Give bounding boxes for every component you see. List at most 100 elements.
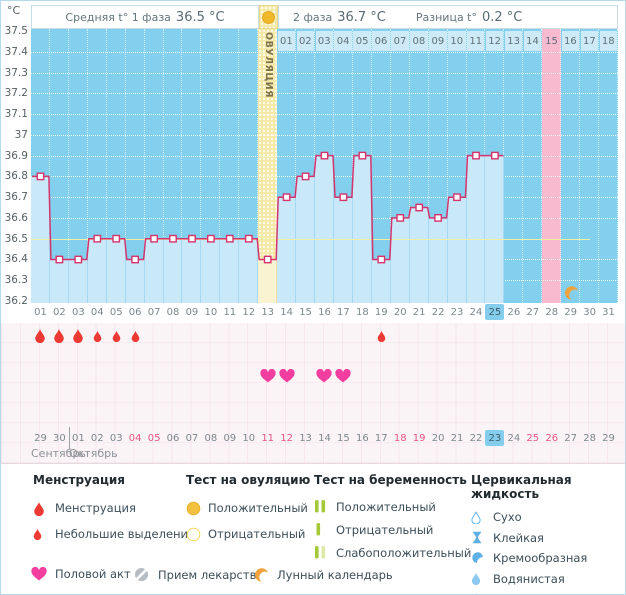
cycle-day-cell[interactable]: 15 xyxy=(299,306,312,318)
cycle-day-cell[interactable]: 28 xyxy=(545,306,559,318)
cycle-day-cell[interactable]: 07 xyxy=(147,306,161,318)
cycle-day-cell[interactable]: 08 xyxy=(166,306,180,318)
cycle-day-cell[interactable]: 23 xyxy=(450,306,464,318)
chart-day-column[interactable] xyxy=(523,29,543,303)
dpo-day-cell[interactable]: 07 xyxy=(391,31,409,51)
dpo-day-cell[interactable]: 11 xyxy=(467,31,485,51)
cycle-day-cell[interactable]: 09 xyxy=(185,306,199,318)
cycle-day-cell[interactable]: 03 xyxy=(71,306,85,318)
dpo-day-cell[interactable]: 02 xyxy=(296,31,315,51)
dpo-day-cell[interactable]: 09 xyxy=(429,31,447,51)
temperature-plot[interactable]: ОВУЛЯЦИЯ 01 02 03 04 05 06 07 08 09 10 11 12 13 14 15 16… xyxy=(31,29,618,303)
calendar-date-cell[interactable]: 10 xyxy=(242,432,256,444)
dpo-day-cell[interactable]: 04 xyxy=(334,31,352,51)
cycle-day-cell[interactable]: 10 xyxy=(204,306,218,318)
calendar-date-cell[interactable]: 06 xyxy=(166,432,180,444)
chart-day-column[interactable] xyxy=(580,29,600,303)
cycle-day-cell[interactable]: 26 xyxy=(507,306,521,318)
gridline xyxy=(31,114,618,116)
cycle-day-cell[interactable]: 13 xyxy=(261,306,275,318)
cycle-day-cell[interactable]: 25 xyxy=(485,304,505,320)
calendar-date-cell[interactable]: 11 xyxy=(261,432,275,444)
cycle-day-cell[interactable]: 30 xyxy=(583,306,596,318)
chart-day-column[interactable] xyxy=(542,29,562,303)
calendar-date-cell[interactable]: 02 xyxy=(90,432,104,444)
chart-day-column[interactable] xyxy=(599,29,618,303)
cycle-day-cell[interactable]: 06 xyxy=(128,306,142,318)
calendar-date-cell[interactable]: 05 xyxy=(147,432,161,444)
cycle-day-cell[interactable]: 04 xyxy=(90,306,104,318)
dpo-day-cell[interactable]: 15 xyxy=(542,31,561,51)
calendar-date-cell[interactable]: 26 xyxy=(545,432,559,444)
calendar-date-cell[interactable]: 23 xyxy=(485,430,505,446)
y-axis-tick: 37.1 xyxy=(4,108,28,121)
calendar-date-cell[interactable]: 29 xyxy=(34,432,47,444)
calendar-date-cell[interactable]: 12 xyxy=(280,432,293,444)
dpo-day-cell[interactable]: 03 xyxy=(315,31,333,51)
calendar-date-cell[interactable]: 03 xyxy=(109,432,123,444)
cycle-day-cell[interactable]: 27 xyxy=(526,306,540,318)
cycle-day-cell[interactable]: 17 xyxy=(337,306,350,318)
calendar-date-cell[interactable]: 08 xyxy=(204,432,218,444)
calendar-date-cell[interactable]: 17 xyxy=(374,432,388,444)
cycle-day-cell[interactable]: 21 xyxy=(412,306,426,318)
cycle-day-cell[interactable]: 01 xyxy=(34,306,47,318)
dpo-day-cell[interactable]: 17 xyxy=(580,31,599,51)
calendar-date-cell[interactable]: 30 xyxy=(53,432,66,444)
cycle-day-cell[interactable]: 16 xyxy=(318,306,331,318)
dpo-day-cell[interactable]: 12 xyxy=(485,31,504,51)
legend-item: Яичный белок xyxy=(471,589,625,594)
cycle-day-cell[interactable]: 12 xyxy=(242,306,256,318)
calendar-date-cell[interactable]: 04 xyxy=(128,432,142,444)
chart-day-column[interactable] xyxy=(561,29,581,303)
calendar-date-cell[interactable]: 22 xyxy=(469,432,483,444)
cycle-day-cell[interactable]: 14 xyxy=(280,306,293,318)
cycle-day-cell[interactable]: 05 xyxy=(109,306,123,318)
dpo-day-cell[interactable]: 05 xyxy=(353,31,371,51)
calendar-date-cell[interactable]: 27 xyxy=(564,432,578,444)
calendar-date-cell[interactable]: 16 xyxy=(355,432,369,444)
temperature-fill xyxy=(371,259,391,303)
dpo-day-cell[interactable]: 10 xyxy=(448,31,466,51)
cycle-day-cell[interactable]: 29 xyxy=(564,306,578,318)
calendar-date-cell[interactable]: 24 xyxy=(507,432,521,444)
dpo-day-cell[interactable]: 08 xyxy=(410,31,428,51)
legend-item-label: Кремообразная xyxy=(493,551,588,566)
calendar-date-cell[interactable]: 01 xyxy=(71,432,85,444)
calendar-date-cell[interactable]: 18 xyxy=(393,432,407,444)
calendar-date-cell[interactable]: 21 xyxy=(450,432,464,444)
chart-day-column[interactable] xyxy=(504,29,524,303)
dpo-day-cell[interactable]: 18 xyxy=(599,31,617,51)
calendar-date-cell[interactable]: 20 xyxy=(431,432,445,444)
cycle-day-cell[interactable]: 20 xyxy=(393,306,407,318)
cycle-day-cell[interactable]: 11 xyxy=(223,306,237,318)
legend-column: Тест на овуляцию Положительный Отрицательн… xyxy=(186,473,310,547)
calendar-date-cell[interactable]: 15 xyxy=(337,432,350,444)
cycle-day-cell[interactable]: 19 xyxy=(374,306,388,318)
calendar-date-cell[interactable]: 28 xyxy=(583,432,596,444)
calendar-date-cell[interactable]: 19 xyxy=(412,432,426,444)
calendar-date-cell[interactable]: 09 xyxy=(223,432,237,444)
cycle-day-cell[interactable]: 31 xyxy=(602,306,615,318)
cycle-day-cell[interactable]: 22 xyxy=(431,306,445,318)
dpo-day-cell[interactable]: 06 xyxy=(372,31,390,51)
dpo-day-cell[interactable]: 13 xyxy=(504,31,523,51)
cycle-day-cell[interactable]: 24 xyxy=(469,306,483,318)
temperature-fill xyxy=(352,155,372,303)
temperature-fill xyxy=(68,259,88,303)
dpo-day-cell[interactable]: 16 xyxy=(561,31,580,51)
calendar-date-cell[interactable]: 14 xyxy=(318,432,331,444)
intercourse-heart-icon xyxy=(31,567,55,581)
dpo-day-cell[interactable]: 01 xyxy=(277,31,296,51)
calendar-date-cell[interactable]: 29 xyxy=(602,432,615,444)
calendar-date-cell[interactable]: 13 xyxy=(299,432,312,444)
phase2-value: 36.7 °C xyxy=(337,9,386,25)
dpo-day-cell[interactable]: 14 xyxy=(523,31,542,51)
calendar-date-cell[interactable]: 25 xyxy=(526,432,540,444)
legend-item: Отрицательный xyxy=(186,521,310,547)
cycle-day-cell[interactable]: 18 xyxy=(355,306,369,318)
y-axis-tick: 36.6 xyxy=(4,211,28,224)
legend-column-title: Тест на овуляцию xyxy=(186,473,311,487)
cycle-day-cell[interactable]: 02 xyxy=(53,306,66,318)
calendar-date-cell[interactable]: 07 xyxy=(185,432,199,444)
